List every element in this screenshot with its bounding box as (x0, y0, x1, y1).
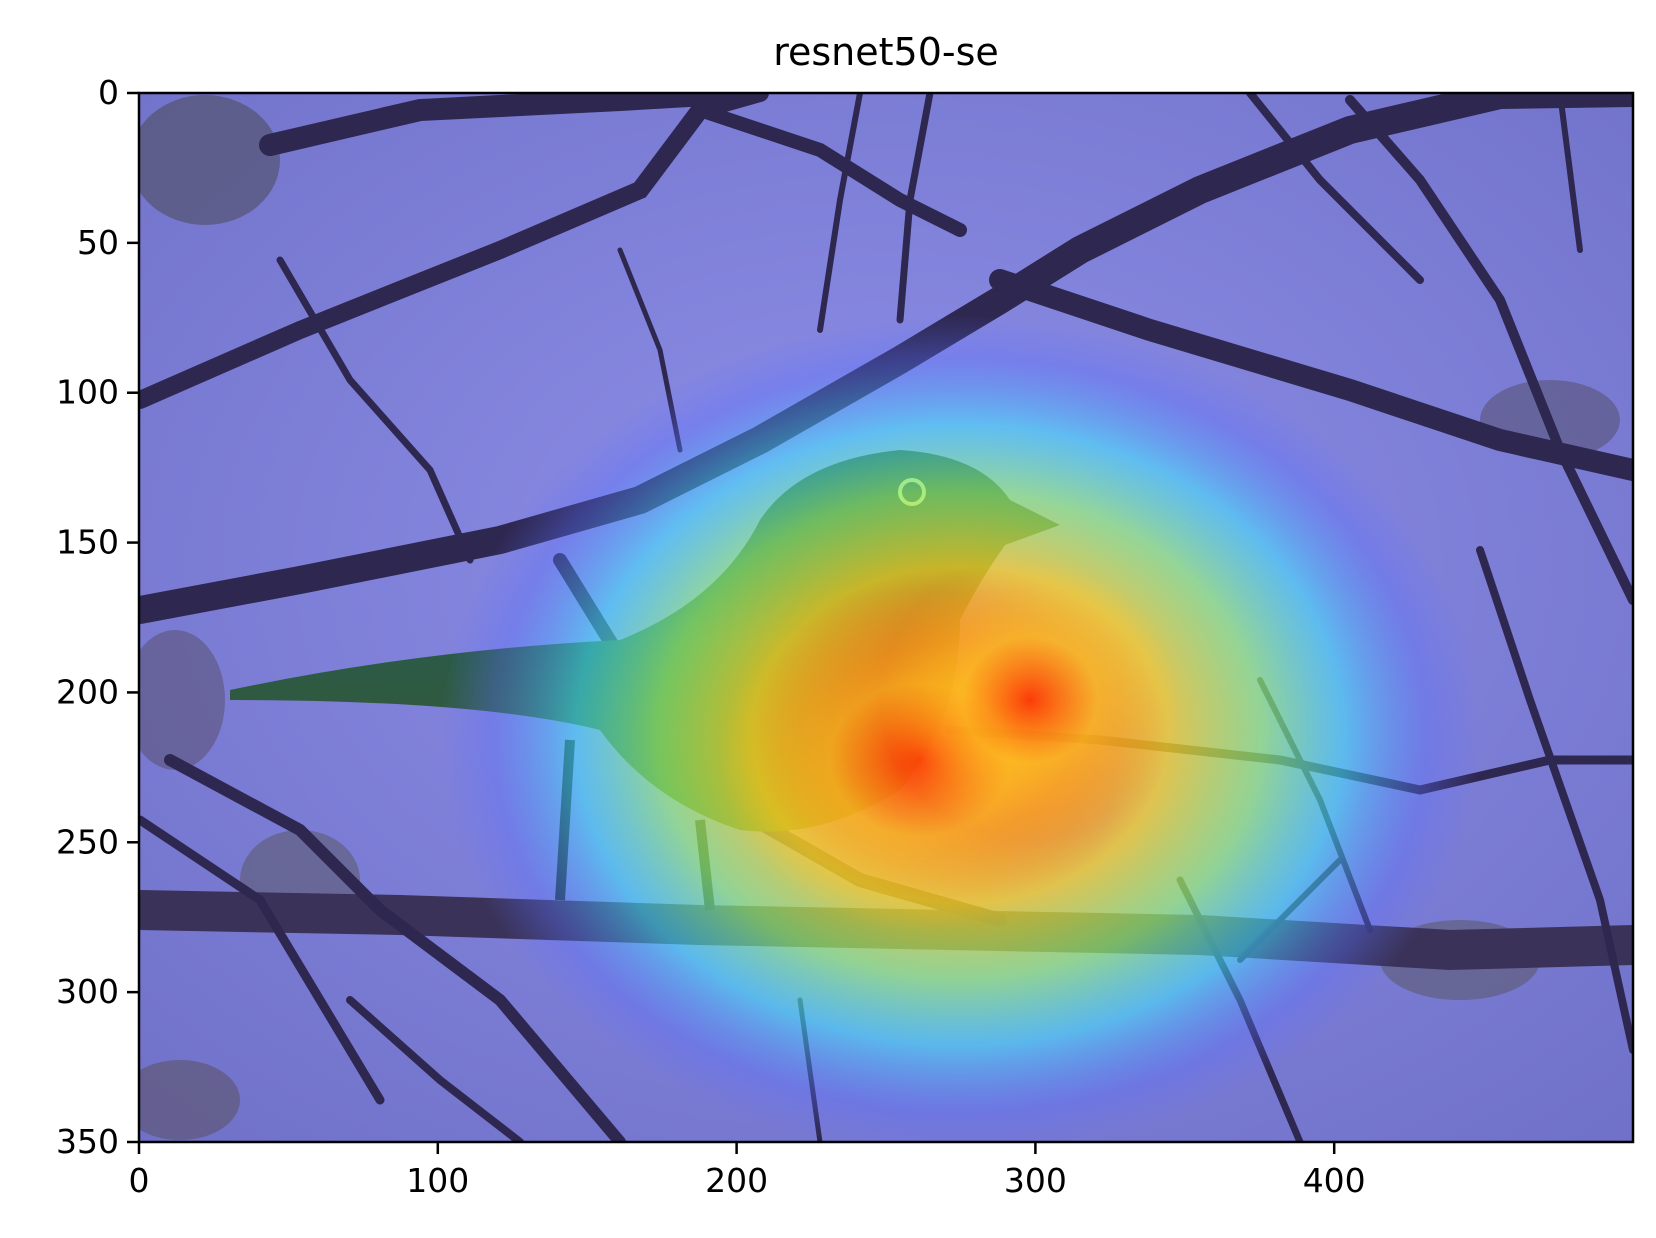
x-tick-label: 100 (406, 1161, 469, 1200)
y-tick-label: 350 (56, 1122, 119, 1161)
axes-frame (137, 91, 1635, 1144)
x-tick-label: 300 (1004, 1161, 1067, 1200)
x-tick-label: 400 (1303, 1161, 1366, 1200)
figure-title: resnet50-se (773, 30, 999, 74)
activation-overlay (440, 315, 1480, 1142)
x-tick-label: 0 (129, 1161, 150, 1200)
y-axis: 0 50 100 150 200 250 300 350 (56, 73, 139, 1161)
x-axis: 0 100 200 300 400 (129, 1142, 1366, 1200)
y-tick-label: 100 (56, 373, 119, 412)
y-tick-label: 300 (56, 972, 119, 1011)
x-tick-label: 200 (705, 1161, 768, 1200)
y-tick-label: 150 (56, 523, 119, 562)
y-tick-label: 200 (56, 672, 119, 711)
y-tick-label: 250 (56, 822, 119, 861)
heatmap-image (139, 93, 1633, 1142)
y-tick-label: 50 (77, 223, 119, 262)
y-tick-label: 0 (98, 73, 119, 112)
